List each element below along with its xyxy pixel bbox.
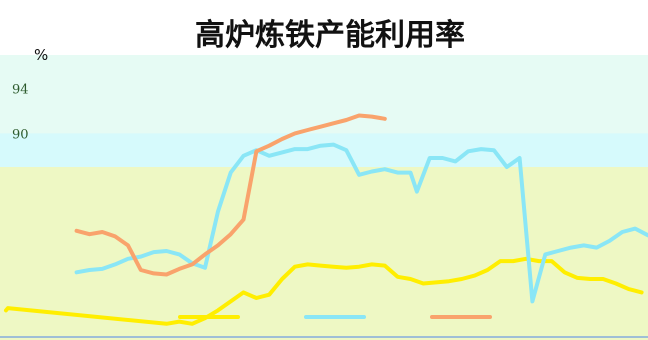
- series-line-1: [4, 256, 644, 326]
- plot-background: [0, 55, 648, 340]
- series-line-2: [74, 142, 648, 304]
- y-unit-label: %: [34, 46, 48, 64]
- bg-highlight-band: [0, 133, 648, 167]
- y-tick-label: 90: [12, 127, 29, 142]
- chart-title: 高炉炼铁产能利用率: [195, 18, 465, 53]
- series-layer: [4, 113, 648, 326]
- y-tick-label: 94: [12, 83, 29, 98]
- bg-lower: [0, 167, 648, 340]
- y-tick-labels: 94 90: [12, 83, 29, 143]
- series-line-3: [74, 113, 387, 277]
